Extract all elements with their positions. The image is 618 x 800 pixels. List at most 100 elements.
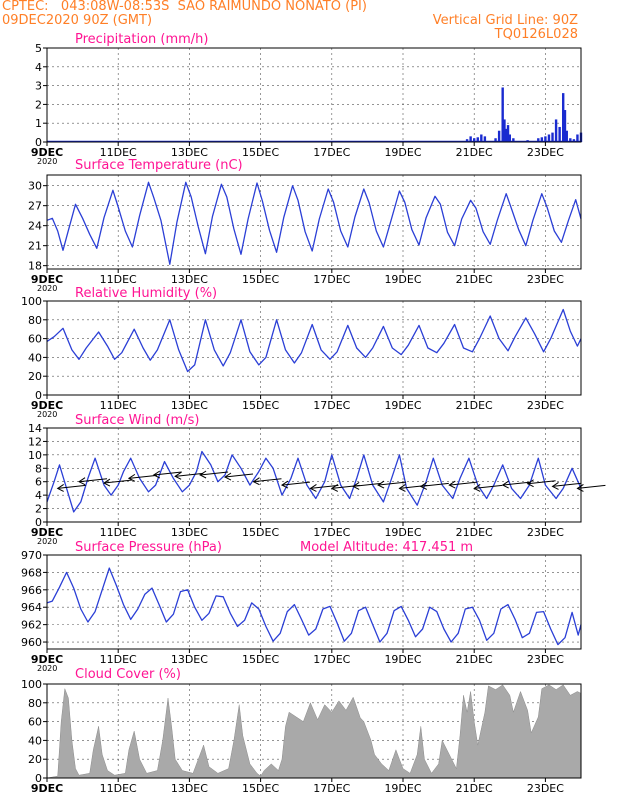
plot-frame — [46, 47, 582, 143]
wind-barb-head — [377, 480, 385, 489]
panel-title: Cloud Cover (%) — [75, 667, 181, 682]
series-line — [46, 308, 582, 373]
x-tick-label: 19DEC — [384, 146, 421, 159]
precip-bar — [512, 138, 515, 142]
wind-barb-head — [398, 484, 406, 492]
precip-bar — [576, 134, 579, 142]
precip-bar — [572, 139, 576, 142]
y-tick-label: 964 — [21, 601, 42, 614]
x-tick-label: 21DEC — [456, 653, 493, 666]
panel-title: Surface Wind (m/s) — [75, 413, 199, 428]
wind-barb-head — [551, 481, 559, 490]
precip-bar — [551, 132, 554, 142]
y-tick-label: 970 — [21, 549, 42, 562]
wind-barb — [78, 478, 108, 483]
wind-barb-head — [473, 484, 481, 492]
x-tick-label: 13DEC — [171, 399, 208, 412]
x-tick-label: 23DEC — [527, 146, 564, 159]
year-tag: 2020 — [37, 410, 57, 419]
wind-barb — [200, 471, 229, 476]
wind-barb-head — [352, 481, 360, 490]
plot-frame — [46, 427, 582, 523]
x-tick-label: 13DEC — [171, 273, 208, 286]
wind-barb — [153, 471, 182, 476]
x-tick-label: 17DEC — [313, 399, 350, 412]
wind-barb-head — [56, 484, 64, 492]
wind-barb — [103, 479, 133, 484]
x-tick-label: 9DEC — [31, 782, 63, 795]
x-tick-label: 17DEC — [313, 782, 350, 795]
panel-title: Surface Pressure (hPa) — [75, 540, 222, 555]
wind-barb-head — [127, 473, 136, 482]
precip-bar — [569, 138, 572, 142]
cloud-cover-area — [46, 684, 582, 779]
precip-bar — [558, 126, 561, 142]
x-tick-label: 15DEC — [242, 653, 279, 666]
y-tick-label: 60 — [28, 716, 42, 729]
y-tick-label: 968 — [21, 566, 42, 579]
x-tick-label: 11DEC — [100, 526, 137, 539]
wind-barb-head — [419, 481, 428, 490]
x-tick-label: 11DEC — [100, 399, 137, 412]
precip-bar — [483, 136, 487, 142]
x-tick-label: 23DEC — [527, 526, 564, 539]
x-tick-label: 11DEC — [100, 146, 137, 159]
y-tick-label: 1 — [35, 117, 42, 130]
station-header: CPTEC: 043:08W-08:53S SAO RAIMUNDO NONAT… — [2, 0, 367, 14]
wind-barb-head — [252, 477, 260, 486]
x-tick-label: 9DEC — [31, 653, 63, 666]
y-tick-label: 2 — [35, 98, 42, 111]
wind-barb-head — [78, 477, 86, 486]
y-tick-label: 20 — [28, 753, 42, 766]
wind-barb — [449, 481, 478, 486]
vertical-grid-note: Vertical Grid Line: 90Z — [432, 13, 578, 28]
y-tick-label: 21 — [28, 240, 42, 253]
wind-barb — [420, 482, 449, 487]
x-tick-label: 13DEC — [171, 653, 208, 666]
year-tag: 2020 — [37, 157, 57, 166]
x-tick-label: 13DEC — [171, 782, 208, 795]
x-tick-label: 9DEC — [31, 273, 63, 286]
precip-bar — [547, 134, 551, 142]
series-line — [46, 181, 582, 265]
run-date: 09DEC2020 90Z (GMT) — [2, 13, 153, 28]
precip-bar — [544, 136, 547, 142]
y-tick-label: 27 — [28, 200, 42, 213]
wind-barb — [474, 484, 503, 489]
precip-bar — [497, 130, 501, 142]
wind-barb — [577, 484, 606, 489]
x-tick-label: 19DEC — [384, 782, 421, 795]
x-tick-label: 21DEC — [456, 782, 493, 795]
x-tick-label: 15DEC — [242, 526, 279, 539]
y-tick-label: 20 — [28, 370, 42, 383]
x-tick-label: 13DEC — [171, 146, 208, 159]
wind-barb-head — [224, 472, 232, 481]
precip-bar — [563, 110, 567, 142]
y-tick-label: 40 — [28, 351, 42, 364]
precip-bar — [473, 138, 476, 142]
model-id: TQ0126L028 — [494, 27, 578, 42]
x-tick-label: 17DEC — [313, 273, 350, 286]
wind-barb — [175, 472, 204, 477]
precip-bar — [508, 134, 511, 142]
wind-barb-head — [501, 480, 509, 489]
precip-bar — [540, 137, 544, 142]
precip-bar — [476, 137, 479, 142]
y-tick-label: 100 — [21, 295, 42, 308]
precip-bar — [537, 138, 540, 142]
y-tick-label: 962 — [21, 619, 42, 632]
x-tick-label: 13DEC — [171, 526, 208, 539]
y-tick-label: 30 — [28, 180, 42, 193]
wind-barb — [57, 484, 86, 489]
x-tick-label: 23DEC — [527, 653, 564, 666]
wind-barb-head — [280, 480, 289, 489]
y-tick-label: 80 — [28, 697, 42, 710]
y-tick-label: 0 — [35, 136, 42, 149]
plot-frame — [46, 300, 582, 396]
x-tick-label: 19DEC — [384, 399, 421, 412]
wind-barb-head — [174, 471, 182, 480]
precip-bar — [562, 93, 565, 142]
wind-barb — [224, 473, 254, 478]
y-tick-label: 60 — [28, 333, 42, 346]
